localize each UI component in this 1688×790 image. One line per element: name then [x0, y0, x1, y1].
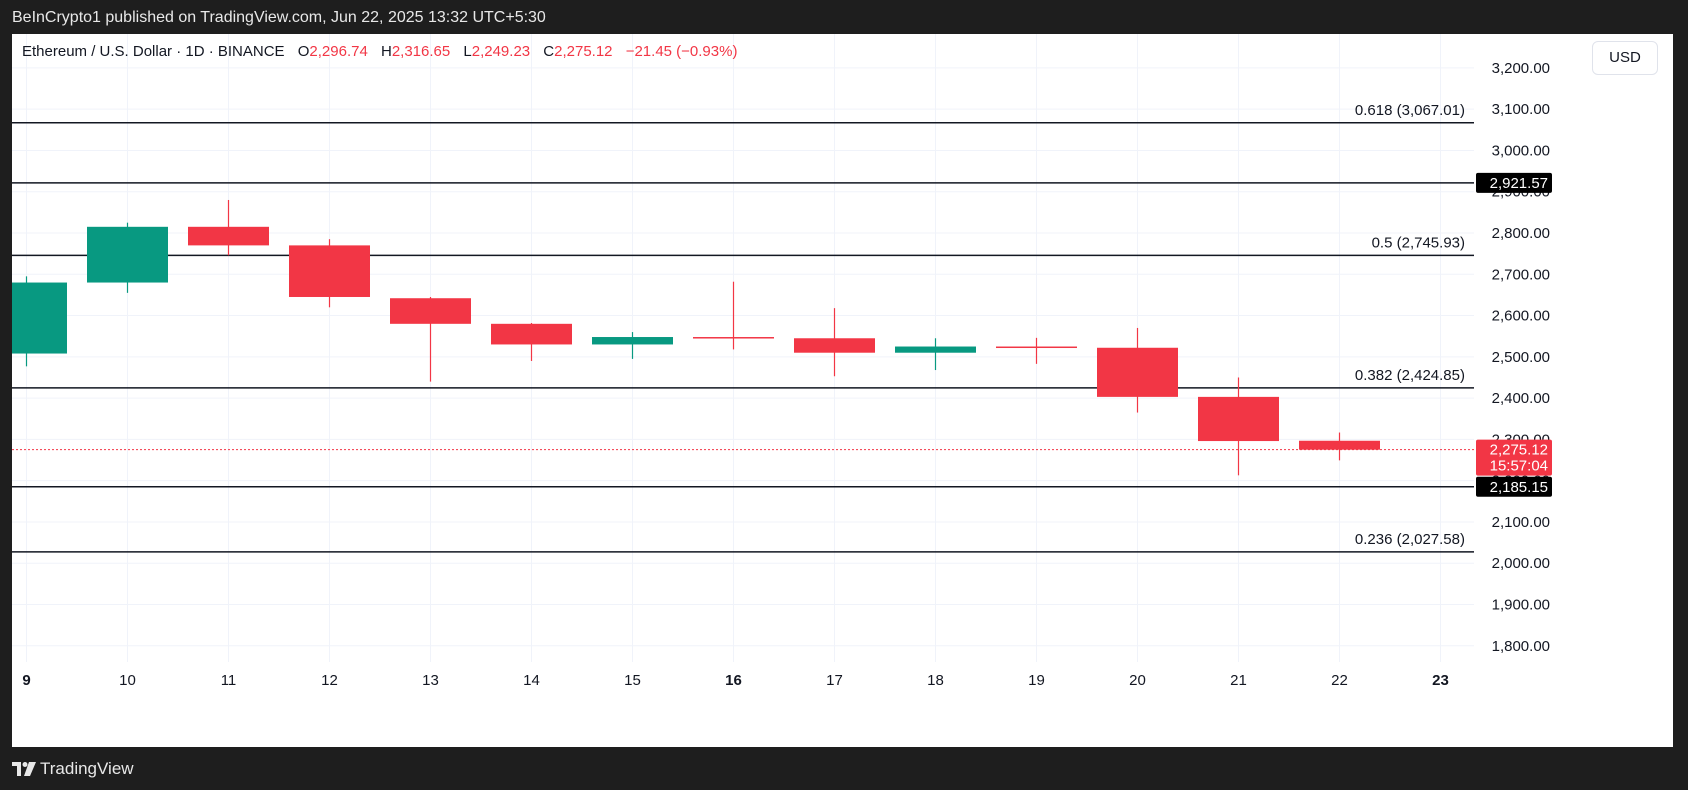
price-axis-label: 2,700.00 — [1492, 266, 1550, 283]
time-axis-label: 14 — [523, 672, 540, 689]
time-axis-label: 12 — [321, 672, 338, 689]
fib-level-label: 0.5 (2,745.93) — [1372, 234, 1465, 251]
close-label: C — [543, 43, 555, 60]
high-value: 2,316.65 — [391, 43, 451, 60]
tradingview-logo-icon — [12, 762, 36, 776]
time-axis-label: 18 — [927, 672, 944, 689]
low-label: L — [463, 43, 472, 60]
time-axis-label: 22 — [1331, 672, 1348, 689]
fib-level-label: 0.382 (2,424.85) — [1355, 367, 1465, 384]
price-axis-label: 3,200.00 — [1492, 60, 1550, 77]
key-level-badge-label: 2,185.15 — [1490, 479, 1548, 496]
price-axis-label: 2,400.00 — [1492, 390, 1550, 407]
candle-body — [693, 337, 774, 339]
fib-level-label: 0.236 (2,027.58) — [1355, 531, 1465, 548]
time-axis-label: 23 — [1432, 672, 1449, 689]
time-axis-label: 21 — [1230, 672, 1247, 689]
key-level-badge-label: 2,921.57 — [1490, 175, 1548, 192]
countdown-label: 15:57:04 — [1490, 458, 1548, 475]
candle-body — [895, 346, 976, 353]
tradingview-logo[interactable]: TradingView — [12, 759, 134, 779]
time-axis-label: 19 — [1028, 672, 1045, 689]
symbol-title[interactable]: Ethereum / U.S. Dollar · 1D · BINANCE — [22, 43, 285, 60]
candle-body — [188, 226, 269, 246]
candle-body — [289, 245, 370, 297]
price-axis-label: 2,600.00 — [1492, 308, 1550, 325]
time-axis-label: 15 — [624, 672, 641, 689]
candle-body — [592, 337, 673, 345]
published-info: BeInCrypto1 published on TradingView.com… — [12, 9, 546, 26]
time-axis-label: 11 — [221, 672, 237, 689]
candle-body — [1299, 440, 1380, 450]
key-level-badge — [1476, 172, 1552, 193]
currency-button[interactable]: USD — [1592, 41, 1658, 75]
price-axis-label: 2,000.00 — [1492, 555, 1550, 572]
time-axis-label: 20 — [1129, 672, 1146, 689]
candle-body — [390, 298, 471, 324]
open-value: 2,296.74 — [309, 43, 368, 60]
price-axis-label: 2,800.00 — [1492, 225, 1550, 242]
time-axis-label: 13 — [422, 672, 439, 689]
time-axis-label: 16 — [725, 672, 742, 689]
fib-level-label: 0.618 (3,067.01) — [1355, 102, 1465, 119]
time-axis-label: 9 — [22, 672, 30, 689]
price-chart[interactable]: 1,800.001,900.002,000.002,100.002,200.00… — [12, 34, 1673, 747]
tradingview-brand: TradingView — [40, 759, 134, 778]
time-axis-label: 10 — [119, 672, 136, 689]
low-value: 2,249.23 — [471, 43, 531, 60]
price-axis-label: 2,100.00 — [1492, 514, 1550, 531]
candle-body — [12, 282, 67, 354]
key-level-badge — [1476, 476, 1552, 497]
top-bar: BeInCrypto1 published on TradingView.com… — [0, 0, 1688, 34]
candle-body — [996, 346, 1077, 349]
footer: TradingView — [0, 747, 1688, 790]
candle-body — [794, 338, 875, 353]
last-price-badge — [1476, 439, 1552, 476]
close-value: 2,275.12 — [554, 43, 613, 60]
chart-panel: Ethereum / U.S. Dollar · 1D · BINANCE O2… — [12, 34, 1673, 747]
price-axis-label: 2,500.00 — [1492, 349, 1550, 366]
open-label: O — [297, 43, 310, 60]
price-axis-label: 1,800.00 — [1492, 638, 1550, 655]
price-axis-label: 1,900.00 — [1492, 597, 1550, 614]
symbol-legend: Ethereum / U.S. Dollar · 1D · BINANCE O2… — [22, 43, 746, 60]
time-axis-label: 17 — [826, 672, 843, 689]
candle-body — [491, 323, 572, 345]
high-label: H — [380, 43, 392, 60]
candle-body — [1198, 396, 1279, 442]
candle-body — [1097, 347, 1178, 397]
price-change: −21.45 (−0.93%) — [625, 43, 738, 60]
candle-body — [87, 226, 168, 283]
price-axis-label: 3,100.00 — [1492, 101, 1550, 118]
price-axis-label: 3,000.00 — [1492, 142, 1550, 159]
last-price-label: 2,275.12 — [1490, 442, 1548, 459]
